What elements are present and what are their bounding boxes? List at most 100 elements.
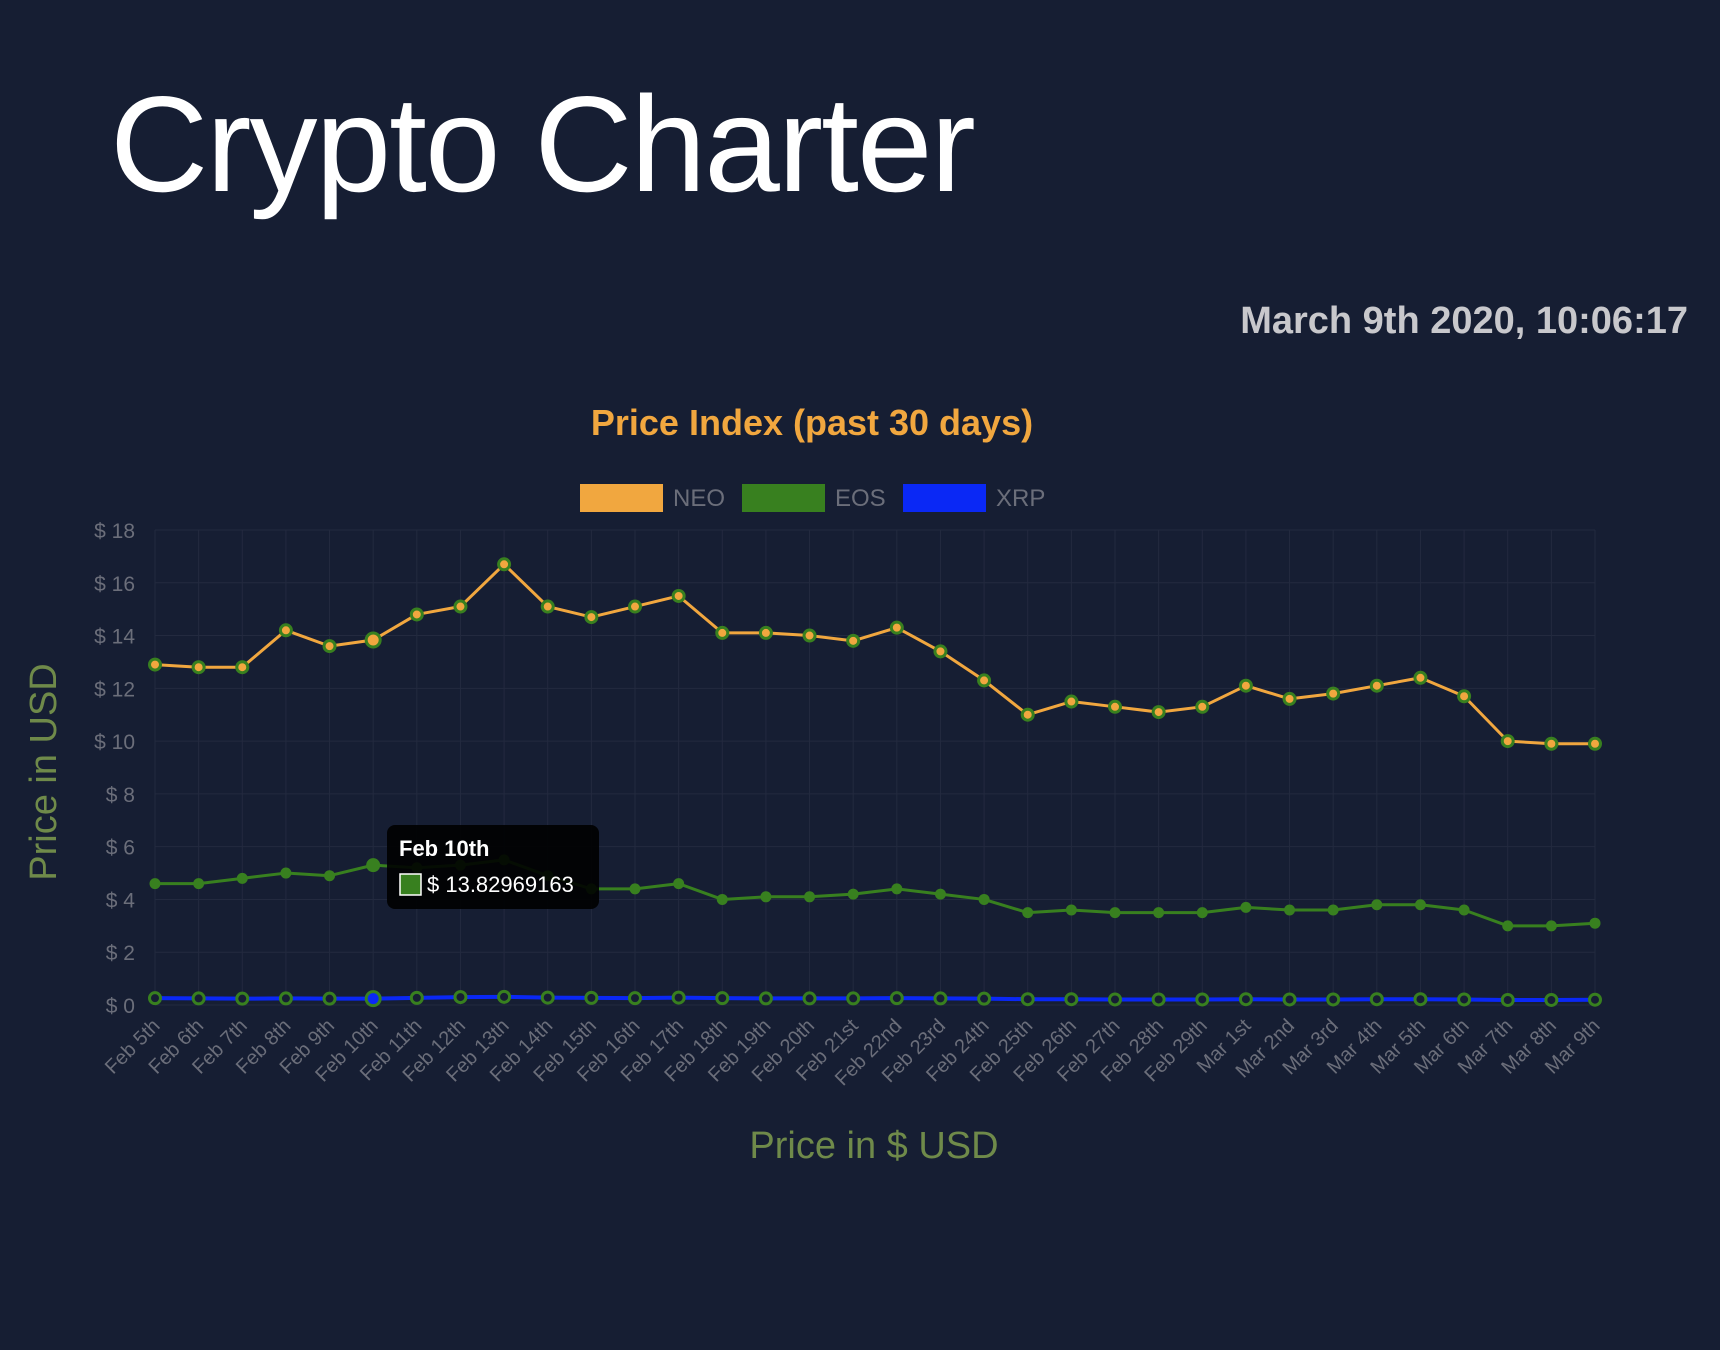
data-point-xrp[interactable] [191, 991, 206, 1006]
data-point-xrp[interactable] [671, 990, 686, 1005]
data-point-eos[interactable] [760, 891, 772, 903]
data-point-eos[interactable] [1327, 904, 1339, 916]
data-point-neo[interactable] [1369, 678, 1384, 693]
data-point-eos[interactable] [1109, 907, 1121, 919]
data-point-xrp[interactable] [1064, 992, 1079, 1007]
data-point-xrp[interactable] [846, 991, 861, 1006]
data-point-neo[interactable] [235, 660, 250, 675]
legend-item-xrp[interactable]: XRP [903, 484, 1045, 512]
data-point-neo[interactable] [802, 628, 817, 643]
data-point-eos[interactable] [1196, 907, 1208, 919]
data-point-eos[interactable] [280, 867, 292, 879]
data-point-eos[interactable] [629, 883, 641, 895]
data-point-neo[interactable] [278, 623, 293, 638]
data-point-xrp[interactable] [235, 991, 250, 1006]
data-point-eos[interactable] [1153, 907, 1165, 919]
data-point-xrp[interactable] [1500, 992, 1515, 1007]
data-point-xrp[interactable] [540, 990, 555, 1005]
data-point-eos[interactable] [978, 893, 990, 905]
data-point-neo[interactable] [1020, 707, 1035, 722]
data-point-eos[interactable] [1065, 904, 1077, 916]
data-point-eos[interactable] [673, 878, 685, 890]
data-point-eos[interactable] [1022, 907, 1034, 919]
data-point-xrp[interactable] [1326, 992, 1341, 1007]
data-point-neo[interactable] [889, 620, 904, 635]
data-point-xrp[interactable] [715, 991, 730, 1006]
data-point-neo[interactable] [584, 610, 599, 625]
data-point-xrp[interactable] [1413, 992, 1428, 1007]
data-point-xrp[interactable] [1457, 992, 1472, 1007]
data-point-neo[interactable] [758, 625, 773, 640]
data-point-eos[interactable] [1458, 904, 1470, 916]
data-point-xrp[interactable] [1195, 992, 1210, 1007]
data-point-eos[interactable] [1502, 920, 1514, 932]
data-point-xrp[interactable] [933, 991, 948, 1006]
legend-item-neo[interactable]: NEO [580, 484, 725, 512]
data-point-eos[interactable] [847, 888, 859, 900]
data-point-xrp[interactable] [497, 989, 512, 1004]
data-point-neo[interactable] [1326, 686, 1341, 701]
data-point-neo[interactable] [409, 607, 424, 622]
data-point-neo[interactable] [628, 599, 642, 614]
data-point-xrp[interactable] [977, 991, 992, 1006]
data-point-eos[interactable] [891, 883, 903, 895]
data-point-eos[interactable] [1414, 899, 1426, 911]
data-point-eos[interactable] [1371, 899, 1383, 911]
data-point-xrp[interactable] [1588, 992, 1602, 1007]
data-point-eos[interactable] [716, 893, 728, 905]
data-point-xrp[interactable] [148, 991, 162, 1006]
data-point-neo[interactable] [148, 657, 162, 672]
data-point-neo[interactable] [1588, 736, 1602, 751]
data-point-xrp[interactable] [758, 991, 773, 1006]
data-point-xrp[interactable] [802, 991, 817, 1006]
data-point-neo[interactable] [933, 644, 948, 659]
data-point-neo[interactable] [1282, 691, 1297, 706]
data-point-neo[interactable] [1151, 705, 1166, 720]
data-point-neo[interactable] [1238, 678, 1253, 693]
data-point-xrp[interactable] [889, 991, 904, 1006]
data-point-neo[interactable] [1413, 670, 1428, 685]
data-point-xrp[interactable] [1151, 992, 1166, 1007]
data-point-xrp[interactable] [322, 991, 337, 1006]
data-point-eos[interactable] [934, 888, 946, 900]
data-point-eos[interactable] [236, 872, 248, 884]
data-point-eos[interactable] [193, 878, 205, 890]
data-point-neo[interactable] [453, 599, 468, 614]
data-point-xrp[interactable] [453, 990, 468, 1005]
data-point-neo[interactable] [322, 639, 337, 654]
data-point-neo[interactable] [1544, 736, 1559, 751]
data-point-xrp[interactable] [1238, 992, 1253, 1007]
data-point-eos[interactable] [324, 870, 336, 882]
data-point-xrp[interactable] [1020, 992, 1035, 1007]
data-point-neo[interactable] [497, 557, 512, 572]
data-point-neo[interactable] [1500, 734, 1515, 749]
legend-item-eos[interactable]: EOS [742, 484, 886, 512]
data-point-xrp[interactable] [1282, 992, 1297, 1007]
data-point-eos[interactable] [1284, 904, 1296, 916]
data-point-neo[interactable] [1195, 699, 1210, 714]
data-point-eos[interactable] [1589, 917, 1601, 929]
data-point-neo[interactable] [715, 625, 730, 640]
data-point-neo[interactable] [364, 631, 382, 649]
data-point-neo[interactable] [1108, 699, 1122, 714]
data-point-neo[interactable] [1064, 694, 1079, 709]
data-point-xrp[interactable] [1108, 992, 1122, 1007]
data-point-xrp[interactable] [278, 991, 293, 1006]
data-point-xrp[interactable] [364, 990, 382, 1008]
data-point-neo[interactable] [1457, 689, 1472, 704]
data-point-neo[interactable] [977, 673, 992, 688]
data-point-xrp[interactable] [1544, 992, 1559, 1007]
data-point-xrp[interactable] [1369, 992, 1384, 1007]
data-point-xrp[interactable] [409, 990, 424, 1005]
data-point-neo[interactable] [191, 660, 206, 675]
data-point-eos[interactable] [1240, 901, 1252, 913]
data-point-eos[interactable] [366, 858, 381, 873]
data-point-xrp[interactable] [584, 990, 599, 1005]
data-point-neo[interactable] [540, 599, 555, 614]
data-point-neo[interactable] [846, 633, 861, 648]
data-point-neo[interactable] [671, 588, 686, 603]
data-point-eos[interactable] [804, 891, 816, 903]
data-point-eos[interactable] [149, 878, 161, 890]
data-point-xrp[interactable] [628, 991, 642, 1006]
